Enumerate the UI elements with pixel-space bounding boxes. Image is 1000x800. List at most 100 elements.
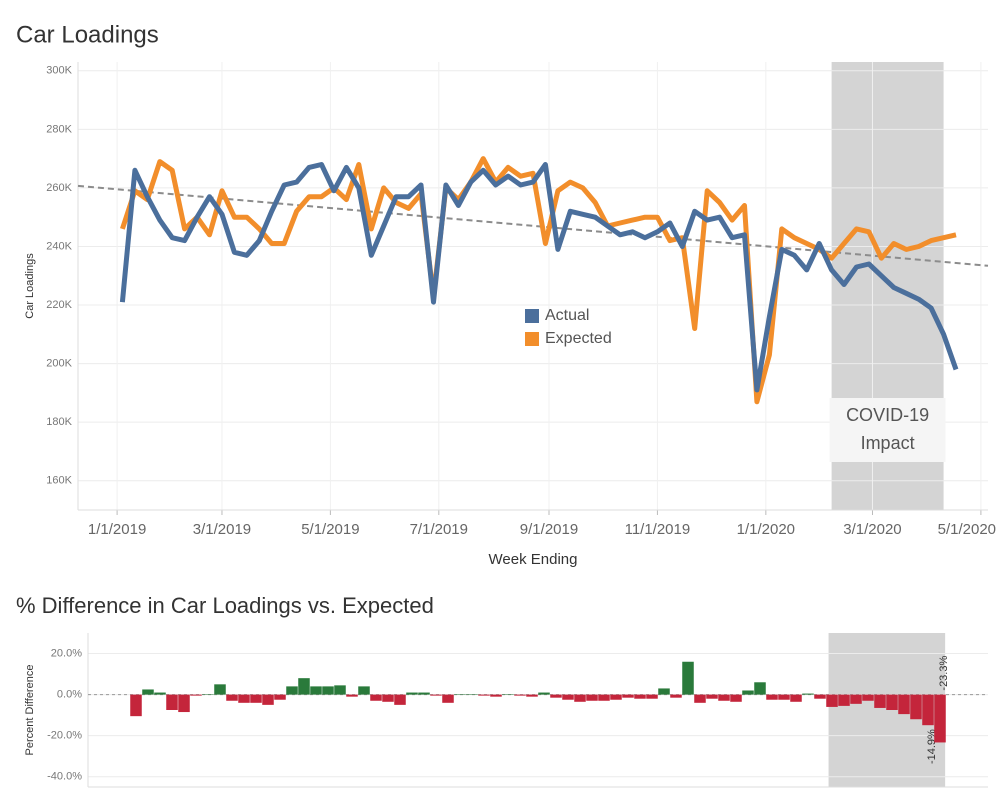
- x-tick-label: 5/1/2020: [938, 521, 996, 538]
- bar: [202, 694, 214, 695]
- bar: [754, 682, 766, 695]
- bar: [874, 694, 886, 708]
- bar: [154, 692, 166, 695]
- bar: [466, 694, 478, 695]
- bar: [586, 694, 598, 701]
- bar: [598, 694, 610, 701]
- bar: [658, 688, 670, 695]
- y-tick-label: 280K: [46, 123, 72, 135]
- bar: [634, 694, 646, 699]
- x-tick-label: 1/1/2019: [88, 521, 146, 538]
- legend-swatch: [525, 309, 539, 323]
- bar: [610, 694, 622, 700]
- y-tick-label: 200K: [46, 358, 72, 370]
- x-tick-label: 5/1/2019: [301, 521, 359, 538]
- bar: [142, 689, 154, 695]
- bar: [526, 694, 538, 697]
- x-tick-label: 3/1/2019: [193, 521, 251, 538]
- bar: [514, 694, 526, 696]
- bar: [322, 686, 334, 695]
- bar: [190, 694, 202, 696]
- bar: [166, 694, 178, 710]
- annotation-text: Impact: [861, 433, 915, 453]
- bar: [898, 694, 910, 715]
- bar: [214, 684, 226, 695]
- bar: [418, 692, 430, 695]
- bar: [622, 694, 634, 698]
- bar: [226, 694, 238, 701]
- annotation-text: COVID-19: [846, 405, 929, 425]
- bar: [442, 694, 454, 703]
- chart-title: Car Loadings: [16, 21, 159, 48]
- bar: [742, 690, 754, 695]
- bar: [766, 694, 778, 700]
- bar: [334, 685, 346, 695]
- y-tick-label: 260K: [46, 182, 72, 194]
- bar: [778, 694, 790, 700]
- bar: [406, 692, 418, 695]
- bar: [694, 694, 706, 703]
- x-tick-label: 7/1/2019: [410, 521, 468, 538]
- legend-label: Actual: [545, 307, 589, 324]
- bar: [826, 694, 838, 707]
- bar: [478, 694, 490, 696]
- y-tick-label: 180K: [46, 416, 72, 428]
- bar: [934, 694, 946, 743]
- bar: [178, 694, 190, 713]
- y-tick-label: -40.0%: [47, 771, 82, 783]
- x-tick-label: 9/1/2019: [520, 521, 578, 538]
- bar: [430, 694, 442, 696]
- bar: [862, 694, 874, 701]
- bar: [298, 678, 310, 695]
- bar: [382, 694, 394, 702]
- bar: [790, 694, 802, 702]
- bar: [286, 686, 298, 695]
- y-tick-label: 240K: [46, 240, 72, 252]
- chart-title: % Difference in Car Loadings vs. Expecte…: [16, 593, 434, 618]
- legend-swatch: [525, 332, 539, 346]
- bar: [910, 694, 922, 720]
- bar: [262, 694, 274, 705]
- bar: [346, 694, 358, 697]
- bar: [922, 694, 934, 726]
- bar: [310, 686, 322, 695]
- data-label: -23.3%: [938, 656, 950, 691]
- bar: [490, 694, 502, 697]
- bar: [538, 692, 550, 695]
- series-line: [119, 162, 959, 393]
- bar: [850, 694, 862, 704]
- bar: [730, 694, 742, 702]
- bar: [370, 694, 382, 701]
- bar: [838, 694, 850, 706]
- bar: [358, 686, 370, 695]
- bar: [502, 694, 514, 695]
- x-tick-label: 3/1/2020: [843, 521, 901, 538]
- y-tick-label: 0.0%: [57, 689, 82, 701]
- annotation-box: [829, 398, 946, 462]
- y-tick-label: 300K: [46, 65, 72, 77]
- bar: [562, 694, 574, 700]
- y-tick-label: 220K: [46, 299, 72, 311]
- bar: [130, 694, 142, 717]
- bar: [706, 694, 718, 699]
- bar: [646, 694, 658, 699]
- bar: [886, 694, 898, 710]
- y-axis-label: Percent Difference: [24, 665, 36, 756]
- bar: [574, 694, 586, 702]
- y-tick-label: -20.0%: [47, 730, 82, 742]
- bar: [238, 694, 250, 703]
- x-tick-label: 11/1/2019: [625, 521, 691, 538]
- y-tick-label: 160K: [46, 475, 72, 487]
- bar: [274, 694, 286, 700]
- bar: [250, 694, 262, 703]
- bar: [550, 694, 562, 698]
- bar: [682, 661, 694, 695]
- bar: [394, 694, 406, 705]
- legend-label: Expected: [545, 330, 612, 347]
- y-axis-label: Car Loadings: [24, 253, 36, 319]
- bar: [802, 693, 814, 695]
- bar: [814, 694, 826, 699]
- bar: [670, 694, 682, 698]
- y-tick-label: 20.0%: [51, 647, 82, 659]
